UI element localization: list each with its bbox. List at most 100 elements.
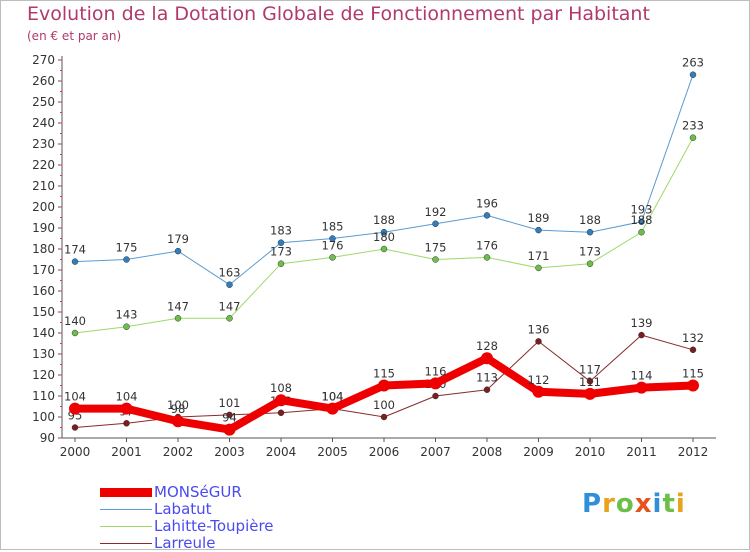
data-label-lahitte-toupi-re: 147 [219, 299, 241, 313]
data-point-larreule [586, 378, 594, 385]
chart-title: Evolution de la Dotation Globale de Fonc… [27, 3, 650, 25]
data-point-lahitte-toupi-re [586, 260, 594, 267]
logo-letter: x [634, 489, 653, 519]
data-point-larreule [483, 386, 491, 393]
logo-letter: i [652, 489, 663, 519]
data-point-larreule [226, 411, 233, 419]
data-label-labatut: 163 [219, 266, 241, 280]
logo-letter: r [602, 489, 616, 519]
data-label-labatut: 188 [579, 213, 601, 227]
data-point-larreule [432, 392, 439, 400]
data-label-mons-gur: 114 [631, 369, 653, 383]
data-point-labatut [638, 218, 645, 225]
data-label-larreule: 101 [219, 396, 241, 410]
data-point-larreule [535, 338, 542, 345]
data-label-lahitte-toupi-re: 176 [476, 238, 498, 252]
data-point-lahitte-toupi-re [329, 254, 336, 261]
logo-letter: o [615, 489, 635, 519]
data-label-mons-gur: 115 [682, 367, 704, 381]
data-label-larreule: 104 [322, 390, 344, 404]
data-point-mons-gur [172, 415, 184, 428]
data-label-lahitte-toupi-re: 188 [631, 213, 653, 227]
data-point-lahitte-toupi-re [638, 228, 645, 236]
data-label-mons-gur: 116 [425, 364, 447, 378]
data-point-lahitte-toupi-re [483, 254, 491, 261]
data-label-larreule: 139 [631, 316, 653, 330]
data-point-labatut [71, 258, 79, 265]
x-tick-label: 2001 [111, 445, 142, 459]
data-point-mons-gur [326, 402, 339, 415]
data-label-lahitte-toupi-re: 233 [682, 119, 704, 133]
y-tick-label: 200 [32, 200, 55, 214]
data-point-labatut [277, 239, 285, 246]
data-point-larreule [277, 409, 285, 417]
data-point-larreule [71, 424, 79, 431]
data-point-mons-gur [120, 402, 133, 415]
data-label-labatut: 175 [116, 241, 138, 255]
y-tick-label: 210 [32, 179, 55, 193]
legend-swatch-labatut [100, 509, 152, 510]
legend-swatch-larreule [100, 543, 152, 544]
data-point-lahitte-toupi-re [277, 260, 285, 267]
data-label-lahitte-toupi-re: 180 [373, 230, 395, 244]
data-label-labatut: 263 [682, 56, 704, 70]
data-label-labatut: 174 [64, 243, 86, 257]
data-label-mons-gur: 104 [116, 390, 138, 404]
data-label-lahitte-toupi-re: 171 [528, 249, 550, 263]
data-label-mons-gur: 104 [64, 390, 86, 404]
data-label-larreule: 132 [682, 331, 704, 345]
line-chart: 90 100 110 120 130 140 150 160 170 180 190 200 210 22… [32, 53, 716, 459]
data-point-labatut [586, 228, 594, 236]
data-point-labatut [432, 220, 439, 228]
data-point-lahitte-toupi-re [174, 315, 182, 322]
data-point-mons-gur [378, 379, 390, 392]
data-point-lahitte-toupi-re [71, 329, 79, 337]
logo-letter: P [582, 489, 603, 519]
x-tick-label: 2007 [420, 445, 451, 459]
data-label-larreule: 100 [373, 398, 395, 412]
y-tick-label: 230 [32, 137, 55, 151]
x-tick-label: 2008 [472, 445, 503, 459]
y-tick-label: 270 [32, 53, 55, 67]
y-tick-label: 190 [32, 221, 55, 235]
legend-label-labatut: Labatut [154, 500, 212, 518]
legend-label-monsegur: MONSéGUR [154, 483, 242, 501]
data-label-labatut: 183 [270, 224, 292, 238]
data-label-lahitte-toupi-re: 173 [270, 245, 292, 259]
data-label-mons-gur: 115 [373, 367, 395, 381]
x-tick-label: 2006 [369, 445, 400, 459]
data-label-lahitte-toupi-re: 176 [322, 238, 344, 252]
x-tick-label: 2005 [317, 445, 348, 459]
data-point-lahitte-toupi-re [535, 264, 542, 272]
proxiti-logo: Proxiti [582, 489, 686, 519]
legend-label-lahitte: Lahitte-Toupière [154, 517, 274, 535]
y-tick-label: 130 [32, 347, 55, 361]
data-point-mons-gur [532, 385, 545, 398]
data-label-labatut: 192 [425, 205, 447, 219]
x-tick-label: 2004 [266, 445, 297, 459]
x-tick-label: 2011 [626, 445, 657, 459]
data-label-mons-gur: 111 [579, 375, 601, 389]
y-tick-label: 140 [32, 326, 55, 340]
x-tick-label: 2002 [163, 445, 194, 459]
y-tick-label: 240 [32, 116, 55, 130]
data-point-labatut [174, 247, 182, 255]
data-point-lahitte-toupi-re [432, 256, 439, 263]
data-label-mons-gur: 98 [171, 402, 186, 416]
logo-letter: t [662, 489, 676, 519]
y-tick-label: 160 [32, 284, 55, 298]
data-point-mons-gur [275, 394, 287, 407]
data-point-labatut [535, 226, 542, 234]
y-tick-label: 180 [32, 242, 55, 256]
data-label-labatut: 196 [476, 196, 498, 210]
data-label-mons-gur: 104 [322, 390, 344, 404]
data-point-larreule [638, 331, 645, 339]
chart-subtitle: (en € et par an) [27, 29, 122, 43]
data-label-labatut: 193 [631, 203, 653, 217]
data-point-larreule [380, 413, 388, 421]
data-point-labatut [483, 212, 491, 219]
data-point-lahitte-toupi-re [123, 323, 130, 330]
logo-letter: i [675, 489, 686, 519]
data-point-labatut [689, 71, 697, 78]
data-label-lahitte-toupi-re: 143 [116, 308, 138, 322]
